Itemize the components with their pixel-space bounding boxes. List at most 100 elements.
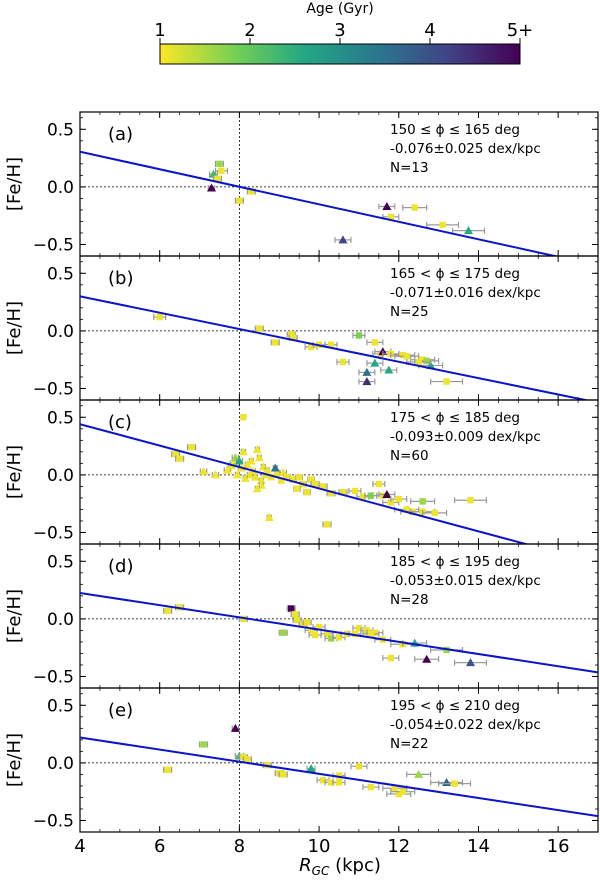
data-point-square — [355, 763, 363, 770]
data-point-triangle — [414, 769, 424, 778]
x-axis-label-main: R — [299, 855, 312, 876]
y-tick-label: −0.5 — [33, 667, 74, 687]
data-point-triangle — [254, 453, 264, 462]
data-point-square — [164, 607, 171, 615]
y-tick-label: −0.5 — [33, 379, 74, 399]
y-axis-label: [Fe/H] — [4, 589, 25, 643]
panel-annotation-line: N=60 — [390, 448, 429, 464]
data-point-triangle — [250, 472, 260, 481]
x-tick-label: 8 — [234, 836, 245, 857]
data-point-square — [244, 756, 251, 763]
y-tick-label: 0.0 — [47, 322, 74, 342]
data-point-triangle — [199, 466, 209, 475]
y-tick-label: 0.5 — [47, 696, 74, 716]
data-point-square — [323, 630, 331, 638]
data-point-square — [391, 785, 398, 792]
panel-e: −0.5 0.0 0.5 [Fe/H] (e) 195 < ϕ ≤ 210 deg -0.0… — [4, 687, 599, 833]
data-point-square — [379, 492, 387, 499]
data-point-square — [367, 783, 375, 791]
y-tick-label: 0.5 — [47, 120, 74, 140]
data-point-square — [395, 790, 402, 798]
data-point-square — [278, 477, 285, 484]
data-points — [163, 723, 472, 798]
y-tick-label: 0.0 — [47, 178, 74, 198]
plot-frame — [79, 255, 599, 401]
panel-annotation-line: 150 ≤ ϕ ≤ 165 deg — [390, 122, 520, 138]
data-point-triangle — [464, 226, 473, 235]
data-point-triangle — [222, 465, 232, 474]
data-point-square — [303, 619, 311, 626]
data-point-square — [399, 788, 406, 795]
data-point-square — [256, 325, 263, 332]
panel-annotation-line: 175 < ϕ ≤ 185 deg — [390, 410, 520, 426]
panel-annotation-line: 195 < ϕ ≤ 210 deg — [390, 698, 520, 714]
panel-annotation-line: -0.071±0.016 dex/kpc — [390, 285, 541, 301]
data-point-square — [289, 334, 297, 341]
data-point-triangle — [362, 377, 372, 386]
data-point-square — [248, 188, 255, 195]
panel-annotation-line: N=28 — [390, 592, 429, 608]
data-point-triangle — [384, 365, 394, 374]
colorbar-ticks: 1 2 3 4 5+ — [154, 20, 533, 44]
data-point-square — [419, 356, 426, 363]
data-point-square — [280, 771, 287, 778]
data-point-square — [439, 221, 446, 229]
panel-letter: (a) — [108, 124, 133, 145]
panel-letter: (e) — [108, 700, 133, 721]
data-point-square — [327, 341, 335, 348]
x-tick-label: 12 — [387, 836, 410, 857]
data-point-square — [295, 473, 303, 481]
data-point-triangle — [370, 358, 380, 367]
data-point-square — [200, 741, 207, 748]
data-point-square — [216, 160, 223, 168]
y-tick-label: −0.5 — [33, 235, 74, 255]
data-point-square — [423, 357, 430, 365]
panel-c: −0.5 0.0 0.5 [Fe/H] (c) 175 < ϕ ≤ 185 deg -0.0… — [4, 399, 599, 545]
data-point-triangle — [270, 463, 280, 472]
data-point-square — [327, 490, 335, 497]
data-point-square — [307, 627, 315, 634]
data-point-triangle — [210, 470, 220, 479]
data-point-square — [172, 450, 179, 458]
panel-annotation-line: 185 < ϕ ≤ 195 deg — [390, 554, 520, 570]
colorbar-tick-label: 2 — [244, 20, 255, 41]
colorbar-tick-label: 3 — [334, 20, 345, 41]
data-point-triangle — [234, 456, 244, 465]
colorbar-label: Age (Gyr) — [306, 1, 373, 17]
fit-line — [80, 423, 530, 544]
panel-letter: (d) — [108, 556, 133, 577]
fit-line — [80, 736, 598, 818]
data-point-triangle — [206, 183, 216, 192]
data-point-triangle — [362, 367, 372, 376]
panel-annotation-line: -0.053±0.015 dex/kpc — [390, 573, 541, 589]
data-point-square — [280, 629, 287, 636]
x-tick-label: 10 — [308, 836, 331, 857]
data-point-square — [293, 485, 301, 492]
plot-frame — [79, 543, 599, 689]
data-point-square — [291, 611, 299, 618]
plot-frame — [79, 111, 599, 257]
panel-annotation-line: -0.054±0.022 dex/kpc — [390, 717, 541, 733]
y-axis-label: [Fe/H] — [4, 445, 25, 499]
data-point-square — [371, 339, 379, 346]
x-axis-label: RGC (kpc) — [299, 855, 381, 878]
panel-b: −0.5 0.0 0.5 [Fe/H] (b) 165 < ϕ ≤ 175 deg -0.0… — [4, 255, 599, 401]
data-point-square — [367, 492, 375, 499]
panel-annotation-line: 165 < ϕ ≤ 175 deg — [390, 266, 520, 282]
data-point-square — [287, 605, 295, 612]
data-point-square — [335, 779, 343, 786]
data-points — [206, 160, 486, 244]
x-tick-labels: 4 6 8 10 12 14 16 — [74, 836, 569, 857]
data-point-square — [399, 351, 406, 359]
data-point-square — [419, 498, 426, 505]
y-axis-label: [Fe/H] — [4, 157, 25, 211]
data-point-square — [467, 497, 474, 504]
data-point-square — [156, 313, 163, 321]
colorbar-gradient — [159, 43, 521, 65]
data-point-triangle — [238, 447, 248, 456]
data-point-triangle — [246, 456, 256, 465]
data-point-square — [431, 509, 438, 517]
data-point-triangle — [338, 235, 348, 244]
data-point-triangle — [306, 764, 316, 773]
